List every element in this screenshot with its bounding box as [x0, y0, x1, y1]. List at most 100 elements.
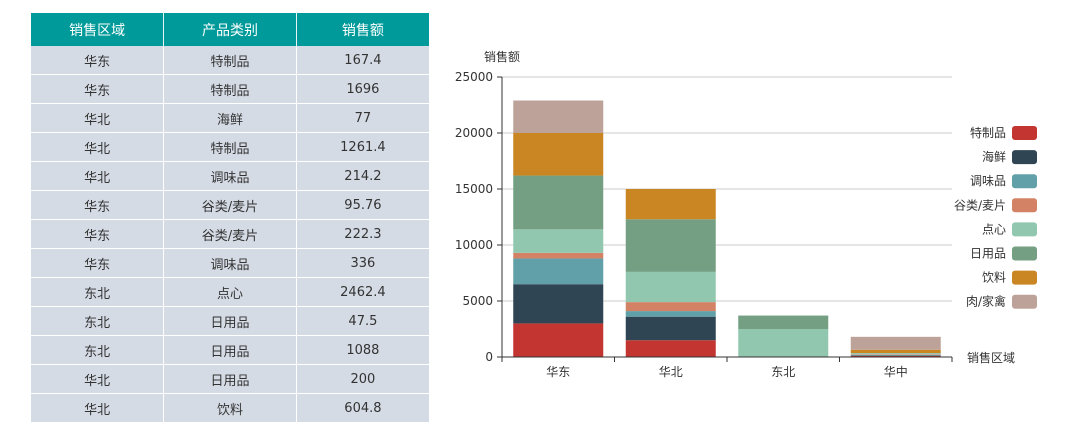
y-tick-label: 25000 [455, 70, 493, 84]
cell-region: 华北 [31, 364, 165, 394]
cell-sales: 1088 [296, 335, 429, 365]
legend-swatch [1012, 294, 1037, 309]
legend-swatch [1012, 270, 1037, 285]
table-row[interactable]: 东北 日用品 1088 [31, 335, 429, 365]
cell-sales: 336 [296, 248, 429, 278]
cell-region: 华北 [31, 393, 165, 423]
cell-region: 东北 [31, 277, 165, 307]
table-row[interactable]: 华北 海鲜 77 [31, 103, 429, 133]
legend-label: 特制品 [970, 125, 1006, 140]
table-row[interactable]: 东北 日用品 47.5 [31, 306, 429, 336]
cell-sales: 222.3 [296, 219, 429, 249]
header-category[interactable]: 产品类别 [163, 13, 297, 46]
legend-swatch [1012, 246, 1037, 261]
cell-sales: 1261.4 [296, 132, 429, 162]
y-tick-label: 10000 [455, 238, 493, 252]
y-tick-label: 5000 [462, 294, 493, 308]
legend-swatch [1012, 198, 1037, 213]
table-row[interactable]: 华东 特制品 1696 [31, 74, 429, 104]
cell-category: 谷类/麦片 [163, 219, 297, 249]
cell-category: 特制品 [163, 132, 297, 162]
legend-swatch [1012, 174, 1037, 189]
bar-segment [625, 340, 716, 357]
table-row[interactable]: 华东 特制品 167.4 [31, 46, 429, 75]
cell-category: 日用品 [163, 364, 297, 394]
bar-segment [738, 315, 829, 329]
table-row[interactable]: 华东 谷类/麦片 222.3 [31, 219, 429, 249]
cell-region: 华北 [31, 161, 165, 191]
cell-sales: 77 [296, 103, 429, 133]
data-table-container: 销售区域 产品类别 销售额 华东 特制品 167.4 华东 特制品 1696 华北 海鲜 77 华… [31, 13, 429, 430]
bar-segment [850, 336, 941, 350]
legend-label: 肉/家禽 [966, 294, 1006, 309]
cell-sales: 1696 [296, 74, 429, 104]
bar-segment [625, 219, 716, 272]
legend-label: 点心 [982, 222, 1006, 236]
cell-category: 调味品 [163, 161, 297, 191]
bar-segment [513, 133, 604, 176]
header-sales[interactable]: 销售额 [296, 13, 429, 46]
cell-category: 饮料 [163, 393, 297, 423]
bar-segment [513, 229, 604, 253]
cell-region: 东北 [31, 335, 165, 365]
bar-segment [850, 353, 941, 355]
legend-swatch [1012, 150, 1037, 165]
cell-region: 东北 [31, 306, 165, 336]
legend-label: 日用品 [970, 247, 1006, 261]
bar-segment [625, 302, 716, 312]
cell-category: 点心 [163, 277, 297, 307]
cell-sales: 214.2 [296, 161, 429, 191]
legend-label: 饮料 [982, 271, 1006, 285]
cell-region: 华东 [31, 248, 165, 278]
cell-region: 华东 [31, 74, 165, 104]
bar-segment [625, 271, 716, 303]
table-row[interactable]: 华北 饮料 604.8 [31, 393, 429, 423]
table-row[interactable]: 华北 调味品 214.2 [31, 161, 429, 191]
bar-segment [850, 354, 941, 355]
bar-segment [625, 316, 716, 341]
y-tick-label: 0 [485, 350, 493, 364]
x-axis-title: 销售区域 [967, 350, 1015, 365]
bar-segment [738, 329, 829, 357]
x-tick-label: 华北 [659, 365, 683, 379]
cell-sales: 200 [296, 364, 429, 394]
cell-sales: 47.5 [296, 306, 429, 336]
cell-region: 华北 [31, 103, 165, 133]
cell-sales: 95.76 [296, 190, 429, 220]
x-tick-label: 东北 [771, 365, 795, 379]
table-row[interactable]: 华北 日用品 200 [31, 364, 429, 394]
legend-label: 海鲜 [982, 149, 1006, 164]
data-table: 销售区域 产品类别 销售额 华东 特制品 167.4 华东 特制品 1696 华北 海鲜 77 华… [31, 13, 429, 423]
legend-swatch [1012, 126, 1037, 140]
bar-segment [513, 175, 604, 230]
bar-segment [513, 252, 604, 259]
bar-segment [850, 355, 941, 356]
table-body: 华东 特制品 167.4 华东 特制品 1696 华北 海鲜 77 华北 特制品 1261.4 华北 调味… [31, 46, 429, 423]
bar-segment [513, 100, 604, 133]
cell-category: 日用品 [163, 306, 297, 336]
y-tick-label: 20000 [455, 126, 493, 140]
cell-category: 调味品 [163, 248, 297, 278]
legend-swatch [1012, 222, 1037, 237]
bar-segment [850, 354, 941, 356]
y-axis-title: 销售额 [484, 49, 520, 64]
table-row[interactable]: 华东 谷类/麦片 95.76 [31, 190, 429, 220]
y-tick-label: 15000 [455, 182, 493, 196]
legend-label: 谷类/麦片 [954, 198, 1006, 212]
cell-category: 谷类/麦片 [163, 190, 297, 220]
bar-segment [513, 258, 604, 285]
cell-category: 海鲜 [163, 103, 297, 133]
table-header-row: 销售区域 产品类别 销售额 [31, 13, 429, 46]
cell-region: 华东 [31, 190, 165, 220]
cell-sales: 2462.4 [296, 277, 429, 307]
bar-segment [850, 349, 941, 354]
header-region[interactable]: 销售区域 [31, 13, 165, 46]
bar-segment [850, 355, 941, 357]
table-row[interactable]: 华北 特制品 1261.4 [31, 132, 429, 162]
table-row[interactable]: 华东 调味品 336 [31, 248, 429, 278]
x-tick-label: 华东 [546, 365, 570, 379]
table-row[interactable]: 东北 点心 2462.4 [31, 277, 429, 307]
bar-segment [513, 284, 604, 324]
x-tick-label: 华中 [884, 364, 908, 379]
